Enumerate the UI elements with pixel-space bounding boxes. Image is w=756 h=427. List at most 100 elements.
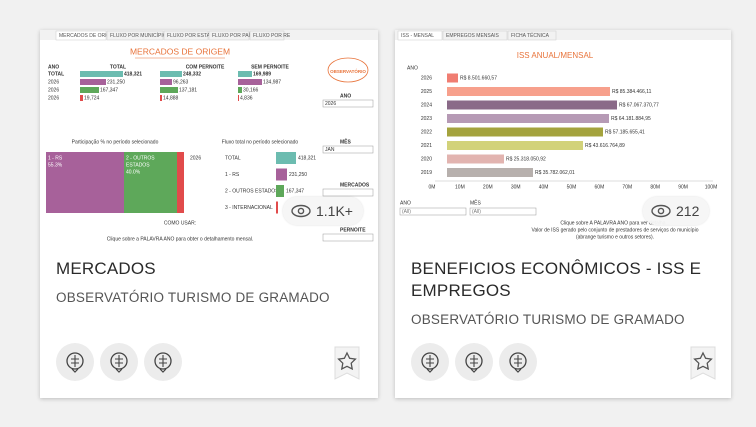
filter-dropdown — [322, 188, 374, 197]
year-label: 2022 — [421, 129, 432, 135]
thumbnail[interactable]: MERCADOS DE ORIGEM FLUXO POR MUNICÍPIO RS… — [40, 30, 378, 245]
table-bar — [160, 71, 182, 77]
filter-value: 2026 — [325, 101, 336, 107]
treemap-label: 2 - OUTROS — [126, 155, 155, 161]
table-cell: 30,166 — [243, 87, 259, 93]
tab-label: FICHA TÉCNICA — [511, 32, 550, 39]
table-cell: 2026 — [48, 95, 59, 101]
tab — [106, 30, 164, 41]
table-cell: 169,989 — [253, 71, 271, 77]
bar-label: R$ 67.067.370,77 — [619, 102, 659, 108]
tab-bar — [395, 30, 731, 40]
flow-value: 231,250 — [289, 172, 307, 178]
iss-bar — [447, 87, 610, 96]
badge-icon — [110, 352, 128, 373]
badge[interactable] — [411, 343, 449, 381]
year-label: 2025 — [421, 89, 432, 95]
flow-bar — [276, 185, 284, 197]
note: (abrange turismo e outros setores). — [576, 234, 654, 240]
filter-label: ANO — [340, 93, 351, 99]
iss-bar — [447, 154, 504, 164]
bar-label: R$ 43.616.764,89 — [585, 143, 625, 149]
table-cell: 2026 — [48, 87, 59, 93]
card-title[interactable]: MERCADOS — [56, 259, 156, 278]
table-header: COM PERNOITE — [186, 64, 225, 70]
treemap-label: 40.0% — [126, 169, 141, 175]
note: Clique sobre A PALAVRA ANO para ver deta… — [560, 220, 669, 226]
badge[interactable] — [144, 343, 182, 381]
favorite-button[interactable] — [690, 346, 716, 380]
table-header: ANO — [48, 64, 59, 70]
treemap-cell — [177, 152, 184, 213]
views: 1.1K+ — [316, 203, 353, 219]
bar-label: R$ 85.384.466,11 — [612, 89, 652, 95]
flow-label: 1 - RS — [225, 172, 240, 178]
bar-label: R$ 25.318.050,92 — [506, 156, 546, 162]
year-label: 2023 — [421, 116, 432, 122]
axis-label: ANO — [407, 65, 418, 71]
section-title: Fluxo total no período selecionado — [222, 139, 299, 145]
filter-dropdown — [322, 145, 374, 154]
hint: Clique sobre a PALAVRA ANO para obter o … — [107, 236, 254, 242]
favorite-button[interactable] — [334, 346, 360, 380]
flow-value: 418,321 — [298, 155, 316, 161]
table-bar — [80, 71, 123, 77]
badge[interactable] — [455, 343, 493, 381]
badge-icon — [421, 352, 439, 373]
tab-label: EMPREGOS MENSAIS — [446, 33, 499, 39]
year-label: 2021 — [421, 143, 432, 149]
x-tick-label: 30M — [511, 184, 521, 190]
bar-label: R$ 35.782.062,01 — [535, 170, 575, 176]
tab-label: FLUXO POR PAÍS — [212, 32, 254, 39]
card-title[interactable]: BENEFICIOS ECONÔMICOS - ISS E EMPREGOS — [411, 259, 702, 300]
badge-icon — [154, 352, 172, 373]
filter-dropdown — [469, 207, 537, 216]
x-tick-label: 20M — [483, 184, 493, 190]
tab — [55, 30, 107, 41]
tab — [397, 30, 443, 41]
note: Valor de ISS gerado pelo conjunto de pre… — [532, 227, 699, 233]
flow-bar — [276, 152, 296, 164]
treemap-label: 1 - RS — [48, 155, 63, 161]
views: 212 — [676, 203, 700, 219]
iss-bar — [447, 168, 533, 177]
badge[interactable] — [499, 343, 537, 381]
tab-label: FLUXO POR ESTADO — [167, 33, 218, 39]
badge[interactable] — [56, 343, 94, 381]
eye-icon — [291, 204, 311, 218]
iss-bar — [447, 114, 609, 123]
table-bar — [80, 79, 106, 85]
dashboard-title: MERCADOS DE ORIGEM — [130, 46, 230, 56]
badge[interactable] — [100, 343, 138, 381]
table-bar — [80, 87, 99, 93]
filter-dropdown — [322, 233, 374, 242]
table-header: SEM PERNOITE — [251, 64, 289, 70]
section-title: Participação % no período selecionado — [72, 139, 159, 145]
table-cell: TOTAL — [48, 71, 64, 77]
badge-icon — [509, 352, 527, 373]
filter-dropdown — [322, 99, 374, 108]
flow-bar — [276, 201, 278, 214]
tab — [208, 30, 250, 41]
tab — [249, 30, 285, 41]
table-bar — [238, 79, 262, 85]
x-tick-label: 60M — [595, 184, 605, 190]
flow-label: TOTAL — [225, 155, 241, 161]
table-cell: 19,724 — [84, 95, 100, 101]
tab-label: FLUXO POR MUNICÍPIO RS — [110, 32, 176, 39]
filter-label: PERNOITE — [340, 227, 366, 233]
table-cell: 231,250 — [107, 79, 125, 85]
workbook-card[interactable]: MERCADOS DE ORIGEM FLUXO POR MUNICÍPIO RS… — [40, 30, 378, 398]
flow-label: 2 - OUTROS ESTADOS — [225, 188, 279, 194]
card-subtitle: OBSERVATÓRIO TURISMO DE GRAMADO — [411, 312, 685, 327]
table-bar — [238, 87, 242, 93]
treemap-label: ESTADOS — [126, 162, 150, 168]
table-bar — [160, 87, 178, 93]
year-label: 2020 — [421, 156, 432, 162]
table-cell: 167,347 — [100, 87, 118, 93]
iss-bar — [447, 73, 458, 83]
thumbnail[interactable]: ISS - MENSAL EMPREGOS MENSAIS FICHA TÉCNIC… — [395, 30, 731, 245]
workbook-card[interactable]: ISS - MENSAL EMPREGOS MENSAIS FICHA TÉCNIC… — [395, 30, 731, 398]
flow-bar — [276, 168, 287, 181]
flow-year: 2026 — [190, 155, 201, 161]
